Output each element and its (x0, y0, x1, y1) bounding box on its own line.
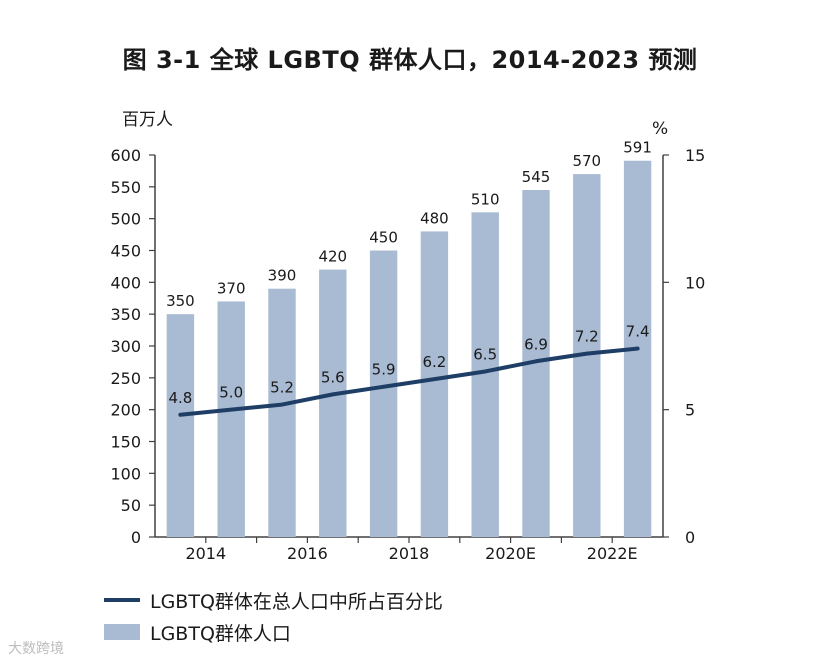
line-data-label: 5.2 (270, 379, 294, 397)
bar-data-label: 510 (471, 190, 500, 208)
legend-item-bar: LGBTQ群体人口 (104, 616, 443, 648)
line-data-label: 6.2 (422, 353, 446, 371)
line-data-label: 7.4 (626, 323, 650, 341)
y-right-tick-label: 0 (685, 528, 695, 547)
y-right-axis-unit: % (652, 119, 668, 139)
y-left-tick-label: 150 (110, 433, 141, 452)
y-left-tick-label: 400 (110, 273, 141, 292)
y-left-tick-label: 550 (110, 178, 141, 197)
y-right-tick-label: 15 (685, 146, 705, 165)
bar (217, 301, 245, 537)
bar (420, 231, 449, 537)
y-right-tick-label: 5 (685, 401, 695, 420)
bar-data-label: 420 (318, 248, 347, 266)
y-left-tick-label: 300 (110, 337, 141, 356)
bar (268, 288, 296, 537)
line-data-label: 5.6 (321, 368, 345, 386)
y-left-tick-label: 0 (131, 528, 141, 547)
y-left-tick-label: 250 (110, 369, 141, 388)
bar (369, 250, 398, 537)
bar-data-label: 480 (420, 209, 449, 227)
x-tick-label: 2014 (185, 544, 226, 563)
y-left-tick-label: 500 (110, 210, 141, 229)
legend-bar-swatch (104, 624, 140, 640)
line-data-label: 6.9 (524, 335, 548, 353)
y-left-tick-label: 200 (110, 401, 141, 420)
bar-data-label: 591 (623, 139, 652, 157)
x-tick-label: 2016 (287, 544, 328, 563)
bar-data-label: 570 (572, 152, 601, 170)
line-data-label: 5.0 (219, 384, 243, 402)
y-left-axis-unit: 百万人 (122, 110, 173, 130)
bar (166, 314, 195, 537)
legend-bar-label: LGBTQ群体人口 (150, 622, 291, 645)
y-left-tick-label: 50 (121, 496, 141, 515)
legend-item-line: LGBTQ群体在总人口中所占百分比 (104, 584, 443, 616)
y-left-tick-label: 600 (110, 146, 141, 165)
bar-data-label: 370 (217, 279, 246, 297)
bar-data-label: 450 (369, 229, 398, 247)
percentage-line (178, 346, 640, 417)
chart-legend: LGBTQ群体在总人口中所占百分比 LGBTQ群体人口 (104, 584, 443, 648)
x-tick-label: 2020E (485, 544, 536, 563)
watermark: 大数跨境 (8, 641, 64, 657)
line-data-label: 7.2 (575, 328, 599, 346)
line-data-label: 6.5 (473, 345, 497, 363)
legend-line-label: LGBTQ群体在总人口中所占百分比 (150, 590, 443, 613)
y-left-tick-label: 350 (110, 305, 141, 324)
bar-data-label: 545 (522, 168, 551, 186)
chart-title: 图 3-1 全球 LGBTQ 群体人口，2014-2023 预测 (122, 46, 698, 74)
line-data-label: 4.8 (168, 389, 192, 407)
bar-data-label: 350 (166, 292, 195, 310)
bar (319, 269, 347, 537)
y-left-tick-label: 100 (110, 464, 141, 483)
x-tick-label: 2018 (389, 544, 430, 563)
y-right-tick-label: 10 (685, 273, 705, 292)
y-left-tick-label: 450 (110, 242, 141, 261)
line-data-label: 5.9 (372, 361, 396, 379)
bar-data-label: 390 (268, 267, 297, 285)
legend-line-swatch (104, 598, 140, 602)
x-tick-label: 2022E (587, 544, 638, 563)
